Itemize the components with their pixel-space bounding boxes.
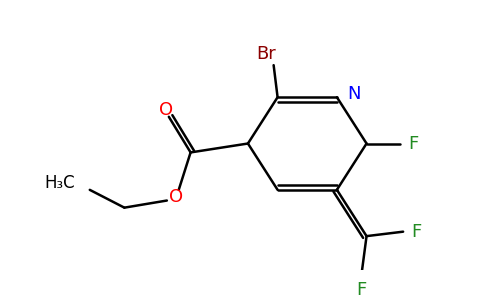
Text: F: F bbox=[357, 281, 367, 299]
Text: O: O bbox=[169, 188, 183, 206]
Text: Br: Br bbox=[256, 46, 275, 64]
Text: O: O bbox=[159, 101, 173, 119]
Text: H₃C: H₃C bbox=[45, 174, 75, 192]
Text: F: F bbox=[411, 223, 421, 241]
Text: F: F bbox=[408, 134, 418, 152]
Text: N: N bbox=[347, 85, 360, 103]
